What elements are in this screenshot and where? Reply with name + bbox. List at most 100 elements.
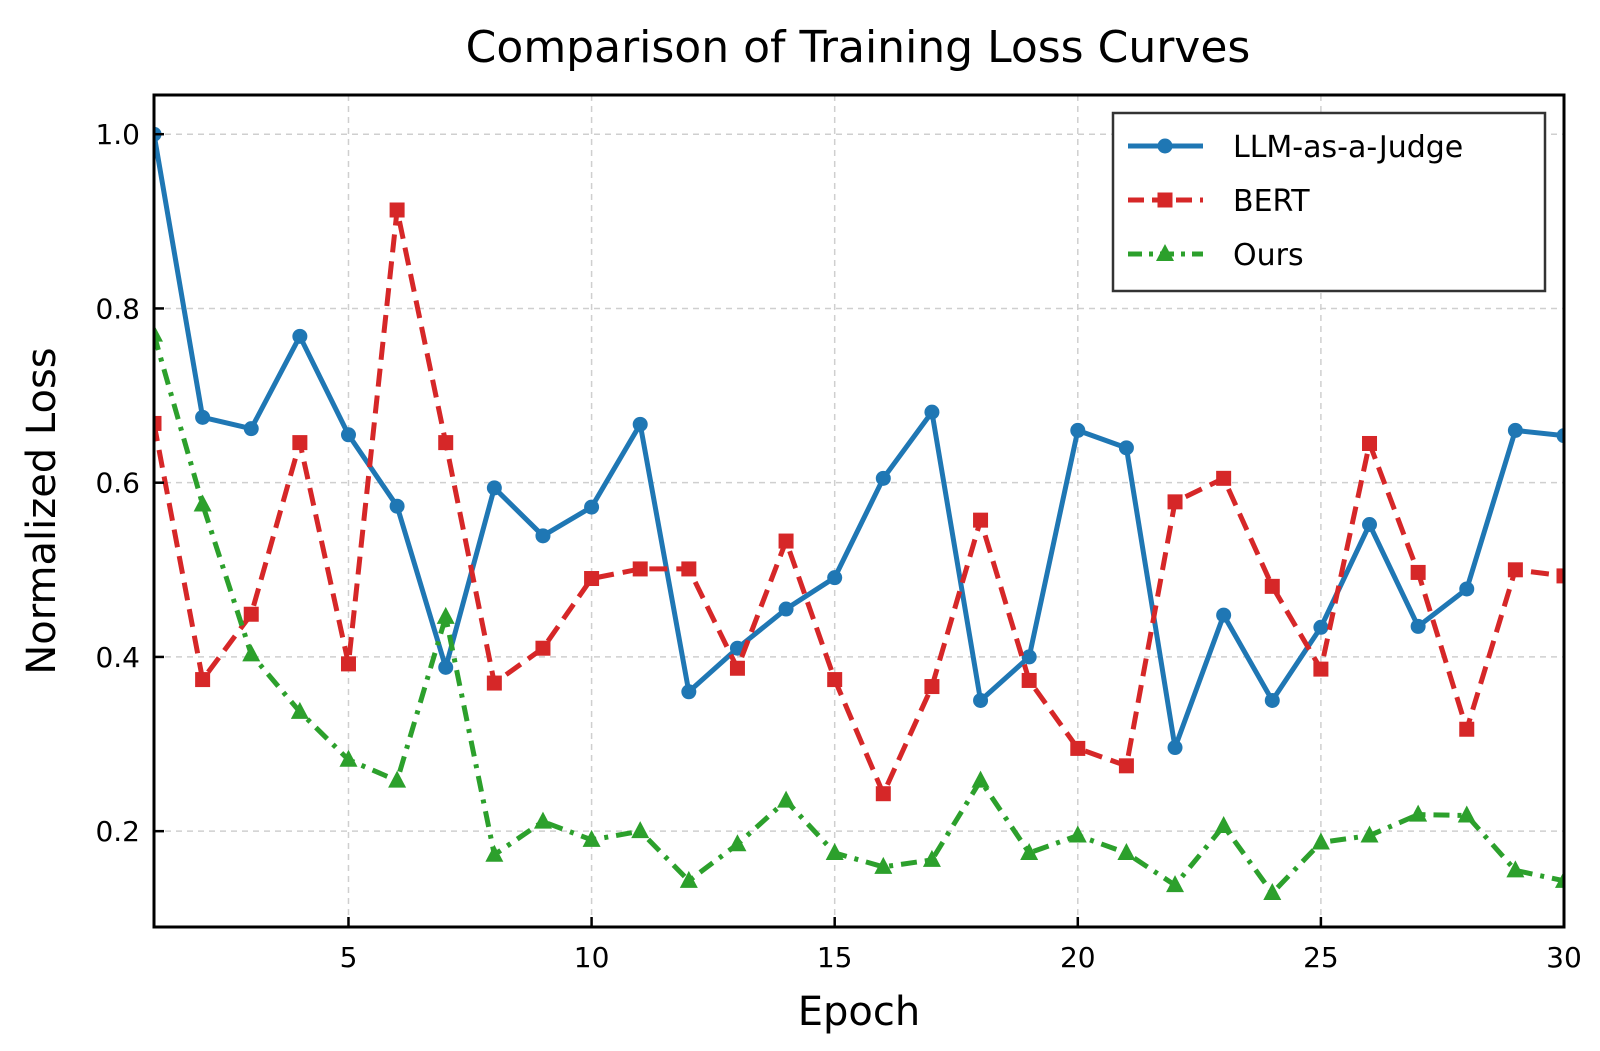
data-point-ours [1117,842,1136,860]
data-point-bert [729,660,745,676]
data-point-bert [1167,494,1183,510]
x-tick-label: 25 [1303,941,1339,974]
data-point-llm-as-a-judge [195,409,211,425]
data-point-llm-as-a-judge [827,570,843,586]
data-point-bert [973,512,989,528]
data-point-ours [1506,860,1525,878]
series-llm-as-a-judge [154,126,1564,756]
legend-marker-llm-as-a-judge [1157,138,1173,154]
data-point-bert [827,672,843,688]
y-axis-label: Normalized Loss [19,347,65,674]
data-point-ours [728,834,747,852]
data-point-ours [436,606,455,624]
data-point-bert [1313,661,1329,677]
data-point-bert [243,606,259,622]
data-point-llm-as-a-judge [243,421,259,437]
data-point-llm-as-a-judge [973,692,989,708]
data-point-bert [584,571,600,587]
data-point-llm-as-a-judge [1362,517,1378,533]
data-point-bert [438,435,454,451]
data-point-bert [1216,470,1232,486]
legend-label-bert: BERT [1233,184,1310,219]
data-point-ours [154,324,163,342]
data-point-ours [1214,815,1233,833]
series-bert [154,202,1564,802]
chart-title: Comparison of Training Loss Curves [466,22,1251,73]
data-point-bert [924,679,940,695]
legend-label-llm-as-a-judge: LLM-as-a-Judge [1233,130,1463,165]
data-point-bert [389,202,405,218]
data-point-ours [339,749,358,767]
data-point-ours [631,821,650,839]
data-point-ours [679,870,698,888]
data-point-llm-as-a-judge [1264,692,1280,708]
data-point-ours [1555,870,1564,888]
data-point-ours [1020,842,1039,860]
data-point-bert [154,415,162,431]
series-line-bert [154,207,1564,797]
plot-frame [152,93,1566,929]
data-point-ours [777,790,796,808]
x-tick-label: 30 [1546,941,1582,974]
legend-marker-bert [1157,192,1173,208]
data-point-ours [485,844,504,862]
data-point-llm-as-a-judge [486,480,502,496]
y-tick-label: 0.6 [95,467,140,500]
x-tick-label: 10 [574,941,610,974]
series-line-llm-as-a-judge [154,133,1564,751]
data-point-bert [486,675,502,691]
series-line-ours [154,333,1564,896]
y-tick-label: 0.4 [95,641,140,674]
data-point-ours [874,856,893,874]
data-point-llm-as-a-judge [535,528,551,544]
data-point-bert [1021,672,1037,688]
legend-label-ours: Ours [1233,238,1304,273]
series-ours [154,324,1564,901]
data-point-bert [1362,435,1378,451]
data-point-bert [875,786,891,802]
data-point-bert [535,640,551,656]
data-point-llm-as-a-judge [778,601,794,617]
data-point-ours [1409,804,1428,822]
data-point-bert [1264,578,1280,594]
data-point-ours [1166,875,1185,893]
data-point-llm-as-a-judge [681,684,697,700]
data-point-llm-as-a-judge [1459,581,1475,597]
data-point-ours [1457,805,1476,823]
data-point-bert [778,533,794,549]
data-point-bert [1507,562,1523,578]
x-tick-label: 20 [1060,941,1096,974]
legend-marker-ours [1156,244,1174,261]
ticks: 5 10 15 20 25 30 0.2 0.4 0.6 0.8 1.0 [95,118,1581,974]
data-point-bert [681,561,697,577]
legend: LLM-as-a-Judge BERT Ours [1111,111,1547,293]
data-point-llm-as-a-judge [340,427,356,443]
y-tick-label: 0.8 [95,292,140,325]
data-point-llm-as-a-judge [1556,428,1564,444]
data-point-bert [1118,758,1134,774]
grid [154,95,1564,927]
data-point-bert [292,435,308,451]
data-point-ours [971,770,990,788]
data-point-llm-as-a-judge [632,416,648,432]
data-point-ours [290,701,309,719]
y-tick-label: 1.0 [95,118,140,151]
data-point-llm-as-a-judge [924,404,940,420]
data-point-llm-as-a-judge [1410,618,1426,634]
data-point-bert [632,561,648,577]
data-point-ours [193,494,212,512]
data-point-bert [1070,740,1086,756]
data-point-llm-as-a-judge [1021,649,1037,665]
data-point-ours [1311,832,1330,850]
data-point-ours [922,849,941,867]
data-point-llm-as-a-judge [1118,440,1134,456]
series-layer [154,126,1564,901]
data-point-ours [533,811,552,829]
data-point-bert [195,672,211,688]
data-point-llm-as-a-judge [1507,422,1523,438]
data-point-ours [582,829,601,847]
data-point-bert [1556,568,1564,584]
data-point-llm-as-a-judge [438,659,454,675]
data-point-ours [242,644,261,662]
